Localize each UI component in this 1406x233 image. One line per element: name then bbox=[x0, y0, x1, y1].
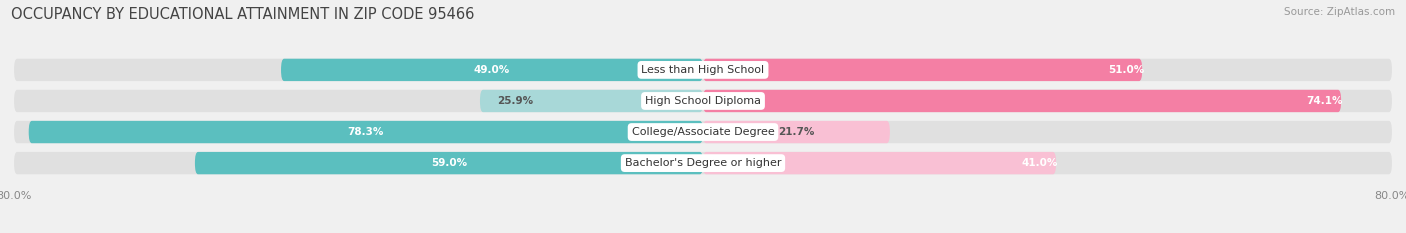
FancyBboxPatch shape bbox=[703, 59, 1142, 81]
Text: Bachelor's Degree or higher: Bachelor's Degree or higher bbox=[624, 158, 782, 168]
FancyBboxPatch shape bbox=[703, 152, 1056, 174]
Text: 41.0%: 41.0% bbox=[1022, 158, 1057, 168]
Text: 74.1%: 74.1% bbox=[1306, 96, 1343, 106]
FancyBboxPatch shape bbox=[703, 90, 1341, 112]
Text: 51.0%: 51.0% bbox=[1108, 65, 1144, 75]
FancyBboxPatch shape bbox=[14, 152, 1392, 174]
Text: OCCUPANCY BY EDUCATIONAL ATTAINMENT IN ZIP CODE 95466: OCCUPANCY BY EDUCATIONAL ATTAINMENT IN Z… bbox=[11, 7, 475, 22]
FancyBboxPatch shape bbox=[28, 121, 703, 143]
Text: Less than High School: Less than High School bbox=[641, 65, 765, 75]
FancyBboxPatch shape bbox=[14, 121, 1392, 143]
Text: 25.9%: 25.9% bbox=[498, 96, 533, 106]
FancyBboxPatch shape bbox=[281, 59, 703, 81]
Text: 78.3%: 78.3% bbox=[347, 127, 384, 137]
FancyBboxPatch shape bbox=[703, 121, 890, 143]
FancyBboxPatch shape bbox=[479, 90, 703, 112]
Text: College/Associate Degree: College/Associate Degree bbox=[631, 127, 775, 137]
Text: 21.7%: 21.7% bbox=[779, 127, 814, 137]
Text: 59.0%: 59.0% bbox=[430, 158, 467, 168]
FancyBboxPatch shape bbox=[14, 90, 1392, 112]
Text: Source: ZipAtlas.com: Source: ZipAtlas.com bbox=[1284, 7, 1395, 17]
FancyBboxPatch shape bbox=[14, 59, 1392, 81]
Text: 49.0%: 49.0% bbox=[474, 65, 510, 75]
FancyBboxPatch shape bbox=[195, 152, 703, 174]
Text: High School Diploma: High School Diploma bbox=[645, 96, 761, 106]
